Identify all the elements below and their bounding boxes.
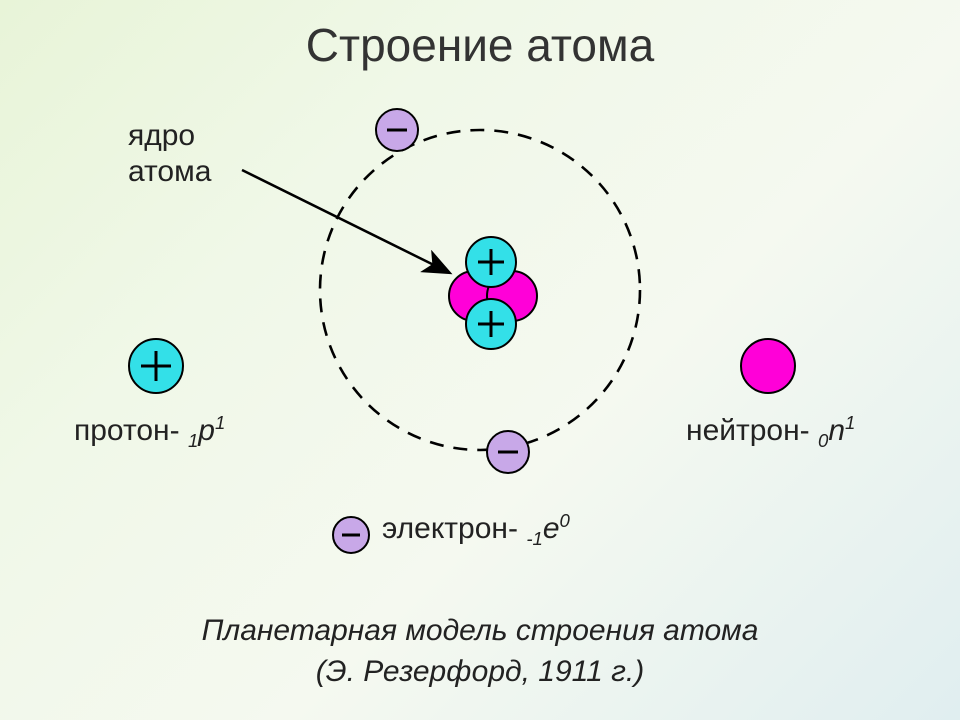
proton-sup: 1: [215, 412, 225, 433]
proton-label-text: протон-: [74, 414, 188, 447]
subtitle-line1: Планетарная модель строения атома: [0, 611, 960, 652]
proton-letter: p: [198, 414, 215, 447]
neutron-label: нейтрон- 0n1: [686, 412, 855, 452]
neutron-label-text: нейтрон-: [686, 414, 818, 447]
nucleus-proton: [465, 298, 517, 350]
orbit-electron: [375, 108, 419, 152]
legend-neutron: [740, 338, 796, 394]
electron-sub: -1: [526, 528, 543, 549]
electron-sup: 0: [560, 510, 570, 531]
legend-electron: [332, 516, 370, 554]
neutron-letter: n: [828, 414, 845, 447]
subtitle-line2: (Э. Резерфорд, 1911 г.): [0, 652, 960, 693]
nucleus-proton: [465, 236, 517, 288]
neutron-sub: 0: [818, 430, 828, 451]
subtitle: Планетарная модель строения атома (Э. Ре…: [0, 611, 960, 692]
electron-label: электрон- -1e0: [382, 510, 570, 550]
electron-label-text: электрон-: [382, 512, 526, 545]
proton-sub: 1: [188, 430, 198, 451]
electron-letter: e: [543, 512, 560, 545]
nucleus-label: ядро атома: [128, 118, 211, 190]
proton-label: протон- 1p1: [74, 412, 225, 452]
legend-proton: [128, 338, 184, 394]
orbit-electron: [486, 430, 530, 474]
neutron-sup: 1: [845, 412, 855, 433]
